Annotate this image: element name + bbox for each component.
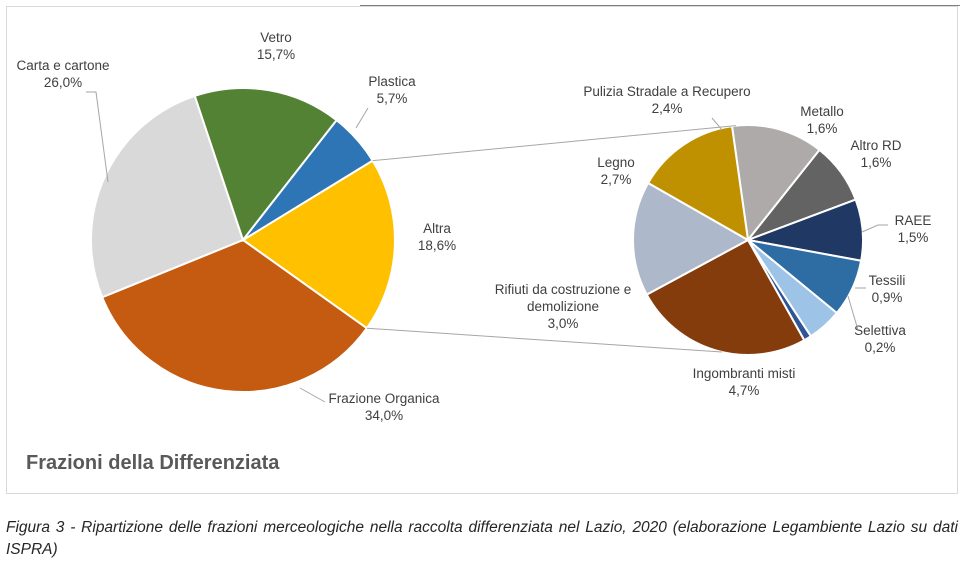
top-rule [360,5,960,6]
detail-slice-legno [646,124,750,242]
main-slice-vetro [193,87,338,243]
main-label-vetro: Vetro [260,30,292,45]
detail-leader-selettiva [847,295,859,331]
main-slice-carta-e-cartone [90,94,245,299]
detail-label-legno: Legno [597,155,635,170]
detail-value-altro-rd: 1,6% [861,155,892,170]
main-slice-plastica [242,118,375,241]
detail-value-raee: 1,5% [898,230,929,245]
main-label-frazione-organica: Frazione Organica [328,391,440,406]
main-leader-carta-e-cartone [86,91,109,183]
detail-value-tessili: 0,9% [872,290,903,305]
main-label-carta-e-cartone: Carta e cartone [16,58,109,73]
connector-line-top [372,125,737,162]
detail-label-rifiuti-da-costruzione-e-demolizione-line-2: demolizione [527,299,599,314]
main-slice-altra [241,159,396,330]
detail-label-ingombranti-misti: Ingombranti misti [693,366,796,381]
detail-value-rifiuti-da-costruzione-e-demolizione: 3,0% [548,316,579,331]
chart-svg: Altra 18,6% Frazione Organica 34,0% Carta e … [16,30,932,423]
detail-label-tessili: Tessili [869,273,906,288]
main-value-plastica: 5,7% [377,91,408,106]
detail-value-selettiva: 0,2% [865,340,896,355]
detail-label-altro-rd: Altro RD [850,138,901,153]
main-slice-frazione-organica [100,238,369,393]
main-value-frazione-organica: 34,0% [365,408,403,423]
main-label-plastica: Plastica [368,74,416,89]
detail-label-metallo: Metallo [800,104,844,119]
figure-caption: Figura 3 - Ripartizione delle frazioni m… [6,519,958,558]
detail-slice-rifiuti-da-costruzione-e-demolizione [632,181,751,296]
detail-value-ingombranti-misti: 4,7% [729,383,760,398]
main-label-altra: Altra [423,221,451,236]
detail-slice-ingombranti-misti [645,238,806,356]
detail-label-raee: RAEE [895,213,932,228]
detail-label-pulizia-stradale-a-recupero: Pulizia Stradale a Recupero [583,84,750,99]
main-value-vetro: 15,7% [257,47,295,62]
connector-line-bottom [366,327,723,353]
detail-leader-raee [861,224,888,233]
detail-value-metallo: 1,6% [807,121,838,136]
detail-value-legno: 2,7% [601,172,632,187]
main-leader-frazione-organica [299,387,326,403]
detail-label-selettiva: Selettiva [854,323,906,338]
detail-leader-pulizia-stradale-a-recupero [711,117,723,131]
main-value-altra: 18,6% [418,238,456,253]
main-value-carta-e-cartone: 26,0% [44,75,82,90]
detail-value-pulizia-stradale-a-recupero: 2,4% [652,101,683,116]
detail-slice-pulizia-stradale-a-recupero [730,124,821,243]
main-leader-plastica [355,107,369,129]
chart-title: Frazioni della Differenziata [26,452,280,474]
detail-label-rifiuti-da-costruzione-e-demolizione-line-1: Rifiuti da costruzione e [495,282,632,297]
